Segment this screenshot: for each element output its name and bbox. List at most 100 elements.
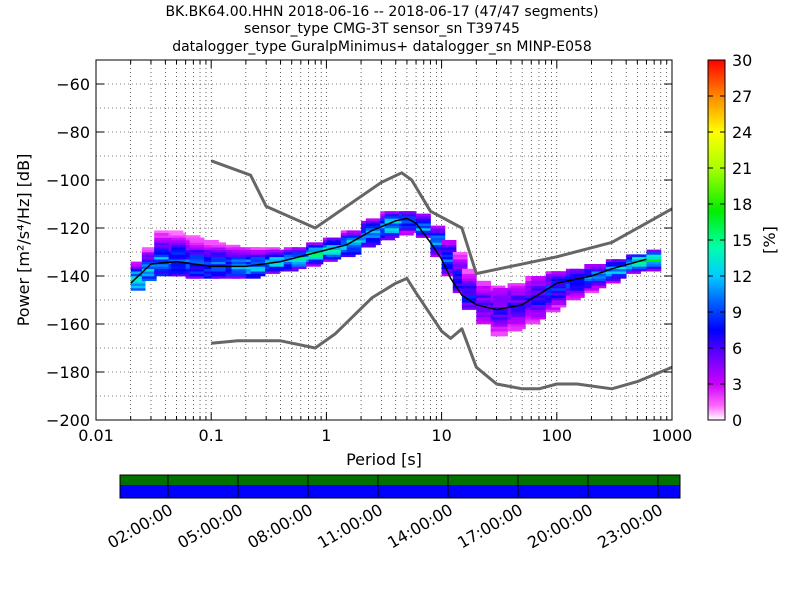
pdf-cell	[171, 268, 187, 272]
pdf-cell	[308, 252, 324, 255]
pdf-cell	[283, 264, 299, 267]
pdf-cell	[525, 319, 541, 322]
pdf-cell	[510, 314, 526, 318]
y-tick-label: −120	[46, 219, 90, 238]
pdf-cell	[490, 285, 506, 289]
pdf-cell	[452, 273, 468, 277]
pdf-cell	[154, 235, 169, 238]
pdf-cell	[476, 309, 492, 313]
pdf-cell	[461, 304, 477, 308]
pdf-cell	[130, 280, 146, 284]
pdf-cell	[308, 247, 324, 250]
pdf-cell	[569, 290, 585, 294]
pdf-cell	[441, 268, 457, 272]
pdf-cell	[189, 264, 205, 267]
coverage-tick-label: 05:00:00	[174, 500, 246, 552]
coverage-tick-label: 11:00:00	[314, 500, 386, 552]
pdf-cell	[531, 278, 547, 282]
colorbar-tick-label: 18	[732, 195, 752, 214]
pdf-cell	[384, 213, 400, 217]
pdf-cell	[476, 288, 492, 291]
pdf-cell	[171, 261, 187, 265]
pdf-cell	[416, 228, 431, 231]
pdf-cell	[510, 312, 526, 315]
pdf-cell	[569, 292, 585, 296]
pdf-cell	[250, 252, 266, 255]
pdf-cell	[401, 223, 417, 226]
noise-models	[210, 159, 672, 391]
pdf-cell	[441, 261, 457, 265]
pdf-cell	[365, 220, 381, 224]
pdf-cell	[211, 268, 226, 272]
pdf-heatmap	[130, 211, 662, 337]
pdf-cell	[231, 252, 247, 255]
pdf-cell	[441, 271, 457, 274]
pdf-cell	[308, 259, 324, 262]
pdf-cell	[283, 266, 299, 270]
pdf-cell	[291, 261, 307, 265]
pdf-cell	[565, 297, 581, 301]
pdf-cell	[452, 268, 468, 272]
pdf-cell	[291, 254, 307, 258]
y-tick-label: −160	[46, 315, 90, 334]
pdf-cell	[531, 300, 547, 303]
pdf-cell	[250, 266, 266, 270]
pdf-cell	[545, 309, 561, 313]
pdf-cell	[531, 276, 547, 279]
colorbar-tick-label: 21	[732, 159, 752, 178]
pdf-cell	[231, 256, 247, 260]
pdf-cell	[130, 273, 146, 277]
pdf-cell	[141, 259, 157, 262]
pdf-cell	[493, 300, 508, 303]
pdf-cell	[430, 232, 446, 236]
title-line-2: sensor_type CMG-3T sensor_sn T39745	[244, 21, 520, 37]
pdf-cell	[154, 264, 169, 267]
pdf-cell	[141, 261, 157, 265]
pdf-cell	[611, 276, 627, 279]
pdf-cell	[416, 225, 431, 229]
x-tick-label: 10	[431, 426, 451, 445]
pdf-cell	[430, 240, 446, 243]
pdf-cell	[591, 264, 607, 267]
pdf-cell	[646, 261, 662, 265]
pdf-cell	[365, 230, 381, 234]
pdf-cell	[384, 223, 400, 226]
pdf-cell	[250, 249, 266, 253]
coverage-lower-strip	[120, 485, 680, 498]
pdf-cell	[591, 276, 607, 279]
pdf-cell	[452, 261, 468, 265]
pdf-cell	[461, 297, 477, 301]
pdf-cell	[283, 259, 299, 262]
pdf-cell	[416, 213, 431, 217]
pdf-cell	[130, 268, 146, 272]
pdf-cell	[154, 237, 169, 241]
pdf-cell	[189, 252, 205, 255]
pdf-cell	[461, 268, 477, 272]
pdf-cell	[130, 276, 146, 279]
pdf-cell	[250, 254, 266, 258]
pdf-cell	[452, 288, 468, 291]
pdf-cell	[531, 314, 547, 318]
pdf-cell	[401, 216, 417, 219]
pdf-cell	[189, 242, 205, 246]
pdf-cell	[510, 302, 526, 306]
pdf-cell	[245, 276, 261, 279]
pdf-cell	[476, 283, 492, 286]
pdf-cell	[493, 302, 508, 306]
pdf-cell	[154, 259, 169, 262]
pdf-cell	[632, 254, 647, 258]
pdf-cell	[211, 266, 226, 270]
pdf-cell	[171, 259, 187, 262]
pdf-cell	[611, 268, 627, 272]
pdf-cell	[211, 247, 226, 250]
noise-model-low-line	[211, 276, 672, 391]
pdf-cell	[430, 237, 446, 241]
pdf-cell	[130, 285, 146, 289]
colorbar-tick-label: 12	[732, 267, 752, 286]
pdf-cell	[430, 249, 446, 253]
pdf-cell	[416, 216, 431, 219]
pdf-cell	[154, 242, 169, 246]
pdf-cell	[283, 268, 299, 272]
pdf-cell	[141, 254, 157, 258]
pdf-cell	[398, 232, 414, 236]
